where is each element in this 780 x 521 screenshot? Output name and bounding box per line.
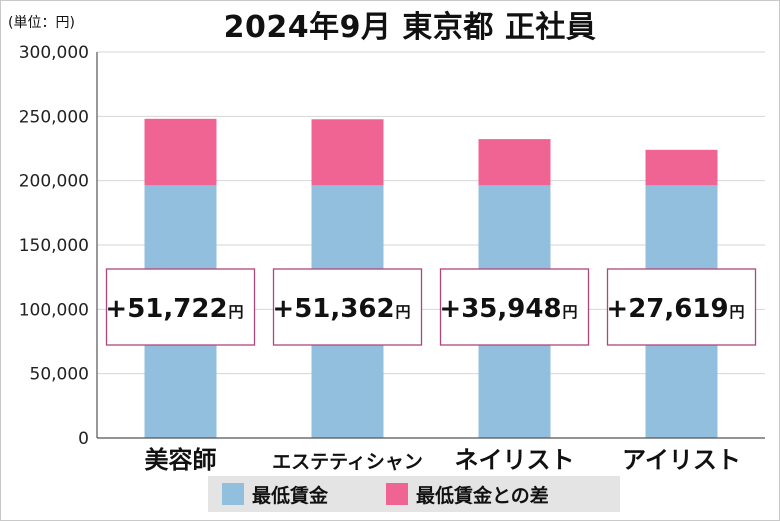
y-tick-label: 250,000 xyxy=(19,107,89,127)
diff-label: +51,722円 xyxy=(105,294,243,324)
diff-boxes: +51,722円 +51,362円 +35,948円 +27,619円 xyxy=(105,268,757,346)
bar-diff xyxy=(311,119,384,186)
diff-box xyxy=(272,268,423,346)
chart-title: 2024年9月 東京都 正社員 xyxy=(223,10,597,45)
legend: 最低賃金 最低賃金との差 xyxy=(208,476,620,512)
legend-swatch-diff xyxy=(386,483,408,505)
legend-label-base: 最低賃金 xyxy=(252,484,329,507)
diff-unit: 円 xyxy=(563,303,578,321)
diff-label: +27,619円 xyxy=(606,294,744,324)
diff-unit: 円 xyxy=(730,303,745,321)
y-tick-label: 150,000 xyxy=(19,236,89,256)
y-tick-label: 0 xyxy=(78,429,89,449)
y-tick-label: 50,000 xyxy=(30,365,89,385)
y-tick-label: 300,000 xyxy=(19,43,89,63)
bar-diff xyxy=(645,149,718,186)
legend-swatch-base xyxy=(222,483,244,505)
category-label: アイリスト xyxy=(622,446,741,474)
diff-value: +27,619 xyxy=(606,294,728,324)
legend-label-diff: 最低賃金との差 xyxy=(416,484,549,507)
diff-box xyxy=(105,268,256,346)
diff-unit: 円 xyxy=(396,303,411,321)
category-label: 美容師 xyxy=(145,446,217,474)
diff-label: +51,362円 xyxy=(272,294,410,324)
diff-value: +35,948 xyxy=(439,294,561,324)
diff-label: +35,948円 xyxy=(439,294,577,324)
diff-unit: 円 xyxy=(229,303,244,321)
legend-item-diff: 最低賃金との差 xyxy=(386,482,549,507)
diff-value: +51,722 xyxy=(105,294,227,324)
category-label: ネイリスト xyxy=(455,446,575,474)
y-tick-label: 100,000 xyxy=(19,300,89,320)
diff-box xyxy=(439,268,590,346)
y-tick-label: 200,000 xyxy=(19,172,89,192)
category-label: エステティシャン xyxy=(272,451,423,473)
diff-value: +51,362 xyxy=(272,294,394,324)
bar-diff xyxy=(144,118,217,186)
unit-label: (単位：円) xyxy=(8,15,75,31)
bar-diff xyxy=(478,139,551,186)
x-axis-categories: 美容師 エステティシャン ネイリスト アイリスト xyxy=(145,446,741,474)
y-axis-ticks: 0 50,000 100,000 150,000 200,000 250,000 300,0… xyxy=(19,43,89,449)
diff-box xyxy=(606,268,757,346)
legend-item-base: 最低賃金 xyxy=(222,482,329,507)
